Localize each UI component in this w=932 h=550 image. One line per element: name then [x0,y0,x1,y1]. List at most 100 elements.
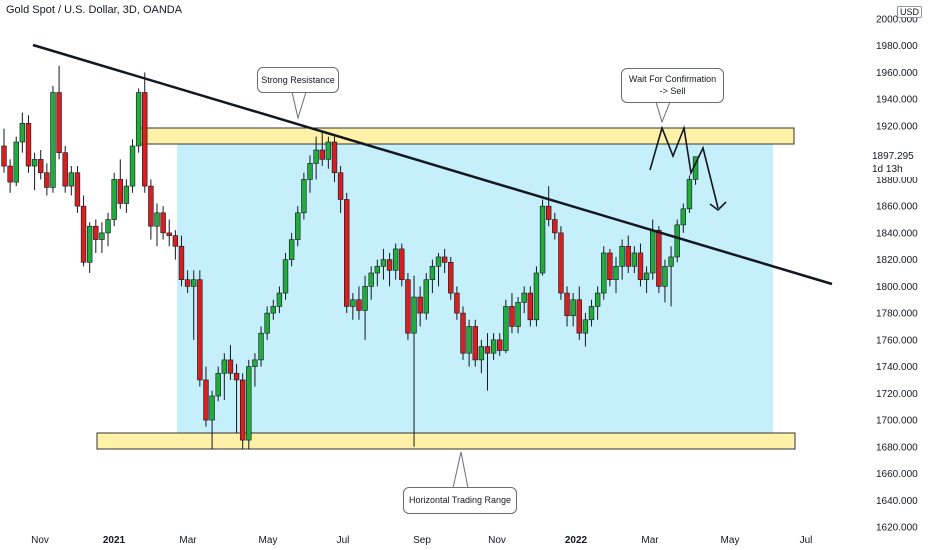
candle [680,203,687,233]
candle-body [68,172,75,187]
candle [466,319,472,367]
price-axis[interactable]: 2000.000 1980.000 1960.000 1940.000 1920.000… [876,15,918,534]
candle-body [301,179,307,214]
candle-body [313,149,319,164]
candle [264,306,270,340]
candle [686,175,693,213]
last-price-background [862,147,932,177]
candle-body [307,163,313,180]
price-tick-label: 1620.000 [876,523,918,534]
candle [331,136,338,183]
candle-body [374,266,381,274]
candle [631,246,638,273]
candle [270,299,276,320]
candle [472,319,478,367]
sell-text: -> Sell [659,86,686,96]
candle-body [460,312,466,354]
candle-body [539,205,546,274]
candle-body [631,252,638,267]
candle [594,286,601,320]
candle-body [154,212,160,227]
candle-body [656,229,662,287]
time-tick-label: Mar [641,535,659,546]
candle-body [509,306,515,327]
candle-body [105,219,111,234]
candle [38,150,44,180]
candle [80,195,87,267]
candle [74,166,81,213]
candle [539,199,546,276]
time-axis[interactable]: Nov 2021 Mar May Jul Sep Nov 2022 Mar May Jul [31,535,812,546]
candle [62,146,68,193]
candle-body [123,185,130,204]
countdown-value: 1d 13h [872,164,903,175]
candle-body [111,179,117,220]
candle-body [215,372,221,397]
candle [601,246,607,300]
candle [184,270,191,294]
candle [545,186,552,227]
candle-body [227,359,234,374]
horizontal-range-text: Horizontal Trading Range [408,495,512,505]
candle-body [545,205,552,220]
strong-resistance-pointer [291,91,307,120]
candle [203,366,209,427]
last-price-value: 1897.295 [872,151,914,162]
candle-body [13,141,19,183]
candle-body [160,212,166,234]
candles-layer [1,65,699,450]
candle [86,222,93,273]
candle [521,286,527,314]
candle-body [264,312,270,334]
candle [362,275,368,340]
price-tick-label: 1760.000 [876,335,918,346]
price-tick-label: 1860.000 [876,202,918,213]
candle-body [466,326,472,354]
candle [307,155,313,193]
candle [233,363,240,434]
price-tick-label: 1680.000 [876,442,918,453]
candle-body [178,245,185,280]
candle [221,353,228,400]
candle-body [166,232,172,236]
candle-body [497,339,503,351]
candle-body [552,219,558,234]
candle [552,212,558,240]
candle-body [38,159,44,174]
candle-body [203,379,209,421]
candle [613,256,619,294]
price-tick-label: 1920.000 [876,121,918,132]
candle [637,243,644,287]
candle-body [31,159,38,167]
candle [1,128,7,173]
price-tick-label: 1660.000 [876,469,918,480]
candle [454,286,460,320]
candle-body [601,252,607,294]
strong-resistance-label: Strong Resistance [257,67,339,93]
candle [68,166,75,196]
candle-body [74,172,81,207]
candle-body [246,366,252,441]
time-tick-label: Mar [179,535,197,546]
candle [56,65,62,160]
projection-path[interactable] [649,124,719,209]
downtrend-line[interactable] [32,43,833,286]
candle [142,72,148,193]
candle [258,326,264,367]
wait-confirmation-label: Wait For Confirmation -> Sell [621,68,724,103]
candle-body [135,92,142,147]
candle [350,293,356,320]
currency-badge[interactable]: USD [897,6,923,18]
candle-body [19,122,26,143]
candle [13,136,19,187]
candle [209,390,215,450]
price-tick-label: 1720.000 [876,389,918,400]
last-price-tag: 1897.295 1d 13h [862,147,932,177]
chart-title: Gold Spot / U.S. Dollar, 3D, OANDA [6,4,183,16]
candle [588,299,595,327]
candle [564,286,570,327]
time-tick-label: May [721,535,740,546]
candle [515,297,521,334]
candle [429,259,436,294]
